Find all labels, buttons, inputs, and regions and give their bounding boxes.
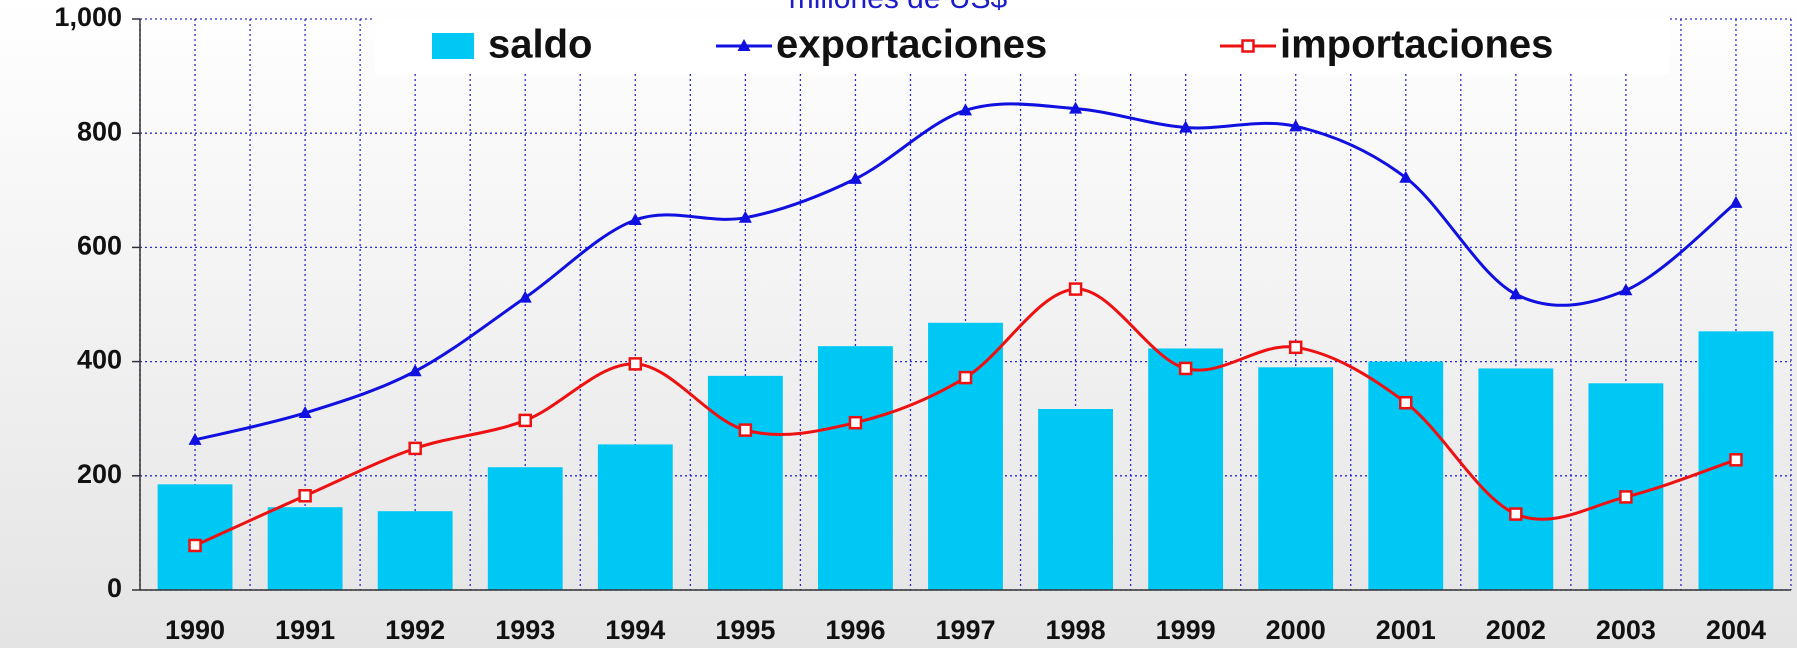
y-tick-label: 0: [107, 573, 122, 603]
marker: [1399, 395, 1413, 410]
y-tick-label: 800: [77, 116, 122, 146]
x-tick-label: 1990: [165, 615, 225, 645]
x-tick-label: 1992: [385, 615, 445, 645]
x-tick-label: 1999: [1156, 615, 1216, 645]
bar: [707, 375, 783, 590]
bar: [1148, 348, 1224, 590]
legend: saldo exportaciones importaciones: [375, 18, 1670, 74]
marker: [958, 370, 973, 385]
bar: [377, 511, 453, 590]
marker: [848, 171, 862, 184]
marker: [298, 405, 312, 418]
marker: [188, 538, 202, 553]
legend-swatch: [432, 33, 474, 59]
marker: [737, 39, 751, 51]
marker: [518, 413, 532, 428]
x-tick-label: 1991: [275, 615, 335, 645]
marker: [1241, 39, 1255, 53]
marker: [738, 423, 753, 437]
marker: [628, 357, 643, 371]
marker: [1509, 507, 1523, 521]
legend-label: exportaciones: [776, 23, 1047, 67]
bar: [818, 346, 893, 590]
marker: [848, 415, 863, 430]
marker: [518, 290, 532, 303]
legend-label: importaciones: [1280, 23, 1553, 67]
marker: [1178, 361, 1193, 376]
x-tick-label: 2000: [1266, 615, 1326, 645]
bar: [1038, 408, 1113, 590]
x-tick-label: 1995: [715, 615, 775, 645]
bar: [1588, 383, 1664, 590]
marker: [1289, 119, 1303, 132]
x-tick-label: 2001: [1376, 615, 1436, 645]
bar: [1368, 361, 1444, 590]
legend-label: saldo: [488, 23, 592, 67]
marker: [408, 364, 422, 377]
x-tick-label: 2002: [1486, 615, 1546, 645]
marker: [1729, 195, 1743, 208]
marker: [1619, 490, 1633, 504]
marker: [298, 489, 312, 503]
marker: [959, 103, 972, 116]
marker: [628, 212, 642, 225]
bar: [267, 507, 343, 590]
y-tick-label: 600: [77, 231, 122, 261]
y-tick-label: 1,000: [54, 2, 122, 32]
x-tick-label: 2004: [1706, 615, 1766, 645]
x-tick-label: 2003: [1596, 615, 1656, 645]
marker: [1619, 283, 1633, 296]
bar: [928, 322, 1003, 590]
chart-subtitle: millones de US$: [789, 0, 1008, 15]
marker: [1729, 453, 1743, 467]
legend-box: [375, 18, 1670, 74]
marker: [1399, 170, 1413, 183]
marker: [1179, 120, 1193, 133]
y-tick-label: 400: [77, 345, 122, 375]
marker: [1068, 282, 1083, 296]
x-tick-label: 1994: [605, 615, 665, 645]
marker: [1069, 101, 1083, 114]
bar: [487, 467, 563, 590]
marker: [408, 441, 422, 456]
x-tick-label: 1996: [825, 615, 885, 645]
x-tick-label: 1993: [495, 615, 555, 645]
marker: [738, 210, 752, 223]
x-tick-label: 1998: [1046, 615, 1106, 645]
bar: [1478, 368, 1554, 590]
line: [194, 287, 1737, 547]
bar: [597, 444, 673, 590]
marker: [188, 432, 202, 445]
marker: [1509, 287, 1523, 300]
bar: [1258, 367, 1334, 590]
marker: [1288, 340, 1303, 355]
bar: [157, 484, 233, 590]
y-tick-label: 200: [77, 459, 122, 489]
x-tick-label: 1997: [935, 615, 995, 645]
